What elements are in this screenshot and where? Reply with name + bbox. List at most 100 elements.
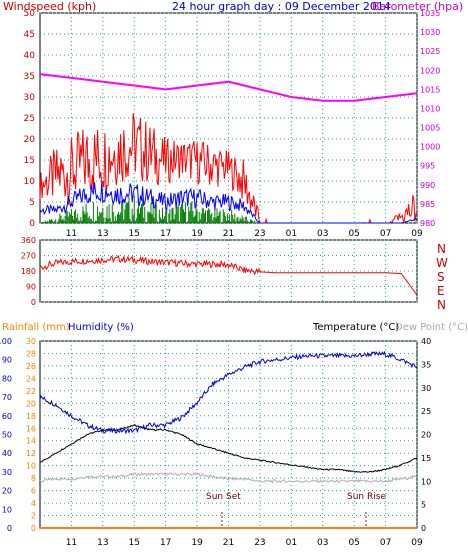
x-tick-label: 11 xyxy=(66,538,77,548)
barometer-tick-label: 980 xyxy=(420,219,435,228)
humidity-tick-label: 10 xyxy=(2,505,12,514)
barometer-tick-label: 1030 xyxy=(420,28,440,37)
chart-title: 24 hour graph day : 09 December 2014 xyxy=(172,0,391,13)
x-tick-label: 21 xyxy=(223,229,234,239)
x-tick-label: 09 xyxy=(411,229,423,239)
windspeed-tick-label: 50 xyxy=(24,9,36,19)
compass-s: S xyxy=(437,270,445,284)
barometer-tick-label: 1035 xyxy=(420,9,440,18)
rainfall-tick-label: 30 xyxy=(26,337,36,346)
barometer-tick-label: 1025 xyxy=(420,47,440,56)
temperature-series xyxy=(39,350,418,529)
humidity-tick-label: 30 xyxy=(2,468,12,477)
x-tick-label: 01 xyxy=(286,229,297,239)
x-tick-label: 21 xyxy=(223,538,234,548)
x-tick-label: 19 xyxy=(191,229,203,239)
windspeed-tick-label: 5 xyxy=(29,198,35,208)
humidity-tick-label: 100 xyxy=(0,337,12,346)
barometer-tick-label: 995 xyxy=(420,162,435,171)
humidity-tick-label: 90 xyxy=(2,356,12,365)
barometer-tick-label: 1015 xyxy=(420,85,440,94)
windspeed-tick-label: 15 xyxy=(24,156,35,166)
barometer-axis-title: Barometer (hpa) xyxy=(372,0,463,13)
windspeed-axis-title: Windspeed (kph) xyxy=(3,0,96,13)
dewpoint-axis-title: Dew Point (°C) xyxy=(395,322,468,333)
humidity-tick-label: 40 xyxy=(2,449,12,458)
rainfall-tick-label: 4 xyxy=(31,499,36,508)
humidity-axis-title: Humidity (%) xyxy=(68,322,134,333)
barometer-tick-label: 1005 xyxy=(420,124,440,133)
rainfall-axis-title: Rainfall (mm) xyxy=(2,322,70,333)
x-tick-label: 17 xyxy=(160,229,171,239)
x-tick-label: 01 xyxy=(286,538,297,548)
windspeed-tick-label: 0 xyxy=(29,219,35,229)
direction-panel-grid xyxy=(40,239,418,303)
x-tick-label: 19 xyxy=(191,538,203,548)
rainfall-tick-label: 12 xyxy=(26,449,36,458)
direction-series xyxy=(39,254,418,296)
temperature-tick-label: 15 xyxy=(421,454,431,463)
humidity-tick-label: 0 xyxy=(7,524,12,533)
x-tick-label: 17 xyxy=(160,538,171,548)
wind-x-ticks: 11 13 15 17 19 21 23 01 03 05 07 09 xyxy=(66,229,423,239)
x-tick-label: 09 xyxy=(411,538,423,548)
x-tick-label: 23 xyxy=(254,538,265,548)
x-tick-label: 15 xyxy=(129,229,140,239)
compass-n-top: N xyxy=(437,242,446,256)
barometer-line xyxy=(39,73,418,102)
x-tick-label: 07 xyxy=(380,229,391,239)
windspeed-tick-label: 25 xyxy=(24,114,35,124)
x-tick-label: 11 xyxy=(66,229,77,239)
x-tick-label: 13 xyxy=(97,229,108,239)
x-tick-label: 03 xyxy=(317,538,328,548)
x-tick-label: 15 xyxy=(129,538,140,548)
direction-ticks: 0 90 180 270 360 xyxy=(21,236,36,307)
rainfall-tick-label: 16 xyxy=(26,424,36,433)
barometer-tick-label: 985 xyxy=(420,200,435,209)
panel3-header: Rainfall (mm) Humidity (%) Temperature (… xyxy=(2,322,468,333)
temperature-tick-label: 5 xyxy=(421,501,426,510)
x-tick-label: 13 xyxy=(97,538,108,548)
direction-tick-label: 90 xyxy=(26,283,36,292)
direction-tick-label: 0 xyxy=(31,298,36,307)
compass-labels: N W S E N xyxy=(436,242,448,312)
barometer-tick-label: 1000 xyxy=(420,143,440,152)
temperature-tick-label: 35 xyxy=(421,360,431,369)
rainfall-tick-label: 28 xyxy=(26,349,36,358)
rainfall-tick-label: 10 xyxy=(26,462,36,471)
temperature-tick-label: 25 xyxy=(421,407,431,416)
rainfall-tick-label: 14 xyxy=(26,437,36,446)
rainfall-tick-label: 26 xyxy=(26,362,36,371)
humidity-tick-label: 20 xyxy=(2,487,12,496)
windspeed-tick-label: 20 xyxy=(24,135,36,145)
gust-line xyxy=(39,181,418,224)
direction-tick-label: 180 xyxy=(21,267,36,276)
humidity-ticks: 0 10 20 30 40 50 60 70 80 90 100 xyxy=(0,337,12,533)
temperature-tick-label: 30 xyxy=(421,384,431,393)
humidity-tick-label: 80 xyxy=(2,374,12,383)
humidity-tick-label: 60 xyxy=(2,412,12,421)
compass-e: E xyxy=(437,284,445,298)
rainfall-tick-label: 18 xyxy=(26,412,36,421)
barometer-tick-label: 1020 xyxy=(420,66,440,75)
windspeed-tick-label: 40 xyxy=(24,51,36,61)
rainfall-tick-label: 24 xyxy=(26,374,36,383)
windspeed-tick-label: 10 xyxy=(24,177,36,187)
sunset-label: Sun Set xyxy=(206,492,241,502)
humidity-tick-label: 50 xyxy=(2,431,12,440)
windspeed-tick-label: 30 xyxy=(24,93,36,103)
rainfall-tick-label: 20 xyxy=(26,399,36,408)
x-tick-label: 05 xyxy=(348,229,359,239)
x-tick-label: 23 xyxy=(254,229,265,239)
humidity-tick-label: 70 xyxy=(2,393,12,402)
windspeed-ticks: 0 5 10 15 20 25 30 35 40 45 50 xyxy=(24,9,36,229)
direction-tick-label: 270 xyxy=(21,252,36,261)
temperature-tick-label: 10 xyxy=(421,477,431,486)
barometer-ticks: 980 985 990 995 1000 1005 1010 1015 1020 1025 1030… xyxy=(420,9,440,228)
rainfall-tick-label: 2 xyxy=(31,512,36,521)
rainfall-tick-label: 0 xyxy=(31,524,36,533)
header: Windspeed (kph) 24 hour graph day : 09 D… xyxy=(3,0,463,13)
compass-w: W xyxy=(436,256,448,270)
temperature-panel-frame xyxy=(39,340,418,529)
